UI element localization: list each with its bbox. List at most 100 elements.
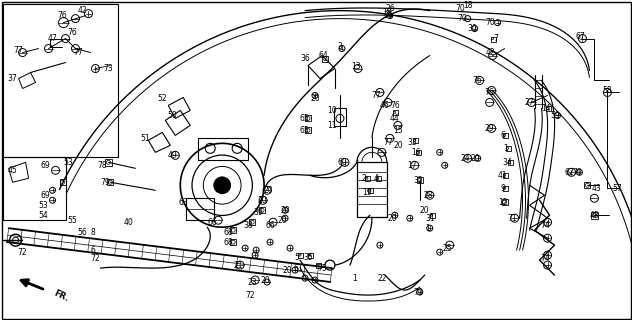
Bar bbox=[501, 199, 508, 205]
Text: 8: 8 bbox=[90, 228, 95, 237]
Text: 36: 36 bbox=[300, 54, 310, 63]
Bar bbox=[108, 179, 113, 185]
Text: 45: 45 bbox=[8, 166, 18, 175]
Text: 55: 55 bbox=[68, 216, 77, 225]
Text: 79: 79 bbox=[101, 178, 110, 187]
Text: 11: 11 bbox=[327, 121, 337, 130]
Bar bbox=[503, 133, 508, 138]
Text: 7: 7 bbox=[493, 34, 498, 43]
Bar bbox=[416, 150, 421, 155]
Text: 33: 33 bbox=[407, 138, 417, 147]
Text: 30: 30 bbox=[468, 24, 477, 33]
Bar bbox=[491, 36, 496, 42]
Text: 61: 61 bbox=[293, 264, 303, 273]
Bar bbox=[503, 173, 508, 178]
Text: 72: 72 bbox=[91, 254, 100, 263]
Text: 53: 53 bbox=[64, 158, 73, 167]
Text: 43: 43 bbox=[592, 184, 601, 193]
Text: 20: 20 bbox=[387, 214, 397, 223]
Text: 52: 52 bbox=[158, 94, 167, 103]
Text: 1: 1 bbox=[425, 224, 430, 233]
Text: 21: 21 bbox=[234, 260, 243, 270]
Bar bbox=[503, 186, 508, 191]
Bar bbox=[591, 212, 598, 219]
Text: 68: 68 bbox=[223, 238, 233, 247]
Text: 20: 20 bbox=[393, 141, 403, 150]
Bar bbox=[413, 138, 418, 143]
Text: FR.: FR. bbox=[53, 289, 70, 303]
Bar bbox=[3, 4, 118, 157]
Bar bbox=[186, 198, 214, 220]
Text: 20: 20 bbox=[263, 186, 273, 195]
Text: 20: 20 bbox=[310, 94, 320, 103]
Text: 42: 42 bbox=[486, 48, 496, 57]
Text: 6: 6 bbox=[500, 131, 505, 140]
Text: 9: 9 bbox=[500, 184, 505, 193]
Text: 51: 51 bbox=[141, 134, 150, 143]
Text: 38: 38 bbox=[243, 221, 253, 230]
Text: 29: 29 bbox=[485, 124, 494, 133]
Text: 72: 72 bbox=[246, 291, 255, 300]
Bar bbox=[230, 239, 236, 245]
Bar bbox=[106, 159, 113, 166]
Bar bbox=[60, 179, 65, 185]
Text: 68: 68 bbox=[223, 228, 233, 237]
Text: 18: 18 bbox=[382, 8, 392, 17]
Text: 66: 66 bbox=[208, 218, 217, 227]
Text: 49: 49 bbox=[167, 151, 177, 160]
Text: 41: 41 bbox=[498, 171, 508, 180]
Bar bbox=[393, 110, 398, 116]
Text: 31: 31 bbox=[425, 214, 435, 223]
Text: 71: 71 bbox=[508, 214, 517, 223]
Text: 23: 23 bbox=[248, 277, 257, 287]
Text: 75: 75 bbox=[317, 264, 327, 273]
Text: 76: 76 bbox=[58, 11, 67, 20]
Text: 32: 32 bbox=[413, 176, 423, 185]
Text: 69: 69 bbox=[41, 161, 51, 170]
Text: 53: 53 bbox=[39, 201, 49, 210]
Bar bbox=[546, 107, 551, 111]
Text: 37: 37 bbox=[8, 74, 18, 83]
Text: 70: 70 bbox=[413, 288, 423, 297]
Text: 70: 70 bbox=[573, 168, 582, 177]
Text: 57: 57 bbox=[613, 184, 622, 193]
Text: 65: 65 bbox=[299, 114, 309, 123]
Bar bbox=[334, 108, 346, 126]
Text: 13: 13 bbox=[351, 62, 361, 71]
Text: 20: 20 bbox=[280, 206, 290, 215]
Text: 76: 76 bbox=[68, 28, 77, 37]
Bar bbox=[506, 146, 511, 151]
Bar bbox=[305, 116, 311, 121]
Bar bbox=[259, 207, 265, 213]
Text: 12: 12 bbox=[498, 198, 508, 207]
Text: 34: 34 bbox=[503, 158, 513, 167]
Text: 77: 77 bbox=[73, 48, 84, 57]
Text: 46: 46 bbox=[380, 101, 390, 110]
Text: 54: 54 bbox=[39, 211, 49, 220]
Bar bbox=[508, 160, 513, 165]
Text: 66: 66 bbox=[265, 221, 275, 230]
Text: 74: 74 bbox=[541, 221, 551, 230]
Text: 16: 16 bbox=[411, 148, 420, 157]
Bar bbox=[376, 176, 381, 181]
Text: 35: 35 bbox=[303, 252, 313, 262]
Text: 67: 67 bbox=[575, 32, 586, 41]
Text: 50: 50 bbox=[167, 111, 177, 120]
Text: 24: 24 bbox=[461, 154, 470, 163]
Text: 25: 25 bbox=[443, 244, 453, 253]
Bar bbox=[357, 162, 387, 217]
Text: 6: 6 bbox=[90, 246, 95, 255]
Text: 77: 77 bbox=[14, 46, 23, 55]
Text: 4: 4 bbox=[373, 174, 379, 183]
Text: 70: 70 bbox=[457, 14, 467, 23]
Text: 60: 60 bbox=[337, 158, 347, 167]
Text: 20: 20 bbox=[471, 154, 480, 163]
Text: 69: 69 bbox=[41, 191, 51, 200]
Text: 42: 42 bbox=[78, 6, 87, 15]
Text: 77: 77 bbox=[371, 91, 381, 100]
Bar bbox=[305, 127, 311, 133]
Text: 40: 40 bbox=[123, 218, 134, 227]
Text: 77: 77 bbox=[383, 138, 392, 147]
Text: 70: 70 bbox=[486, 18, 496, 27]
Bar bbox=[365, 176, 370, 181]
